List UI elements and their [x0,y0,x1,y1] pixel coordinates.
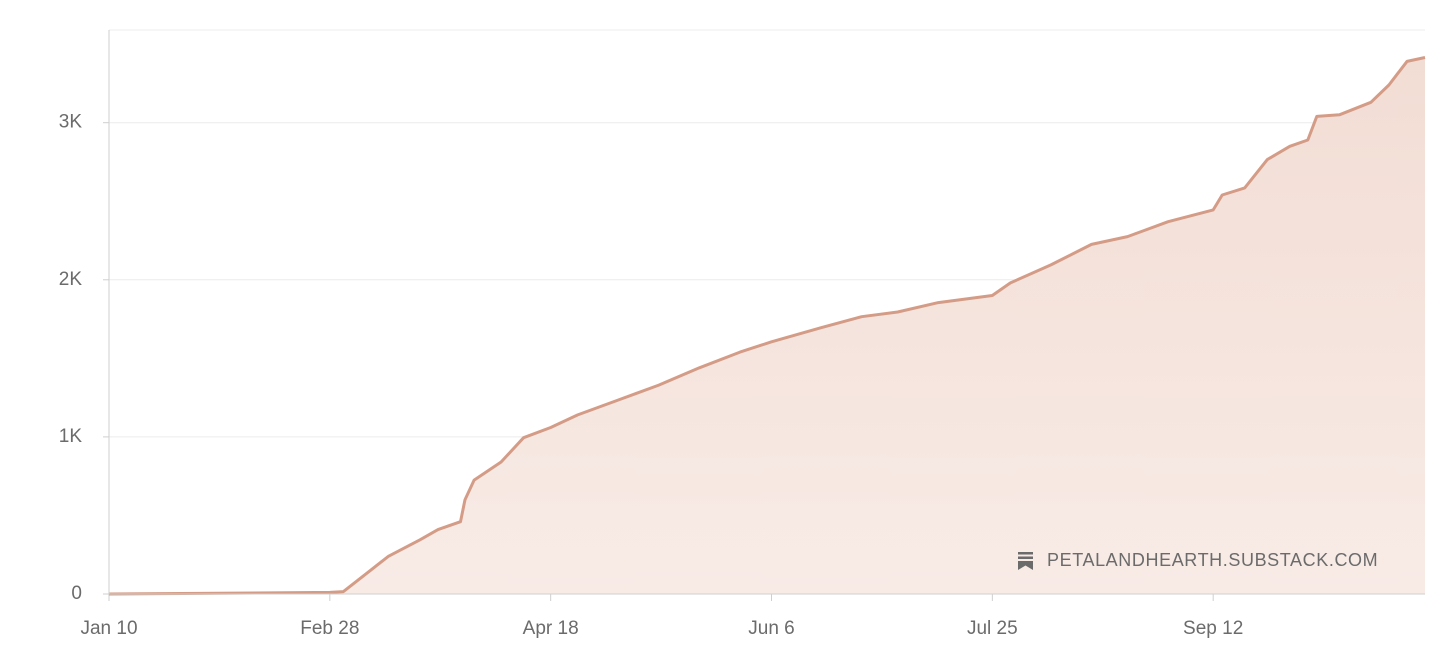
watermark-icon [1018,552,1033,570]
line [108,56,1426,596]
y-tick-label: 0 [71,583,82,604]
area-fill [109,57,1425,594]
x-tick-label: Jun 6 [748,618,794,639]
x-tick-label: Feb 28 [300,618,359,639]
plot: 0 1K 2K 3K Jan 10 Feb 28 Apr 18 Jun 6 Jul 25 Sep … [59,29,1426,639]
y-tick-label: 3K [59,112,83,133]
x-tick-label: Sep 12 [1183,618,1243,639]
x-tick-label: Apr 18 [523,618,579,639]
watermark: PETALANDHEARTH.SUBSTACK.COM [1018,550,1378,570]
x-tick-label: Jan 10 [80,618,137,639]
y-tick-label: 1K [59,426,83,447]
y-tick-label: 2K [59,269,83,290]
x-tick-label: Jul 25 [967,618,1018,639]
watermark-text: PETALANDHEARTH.SUBSTACK.COM [1047,550,1378,570]
